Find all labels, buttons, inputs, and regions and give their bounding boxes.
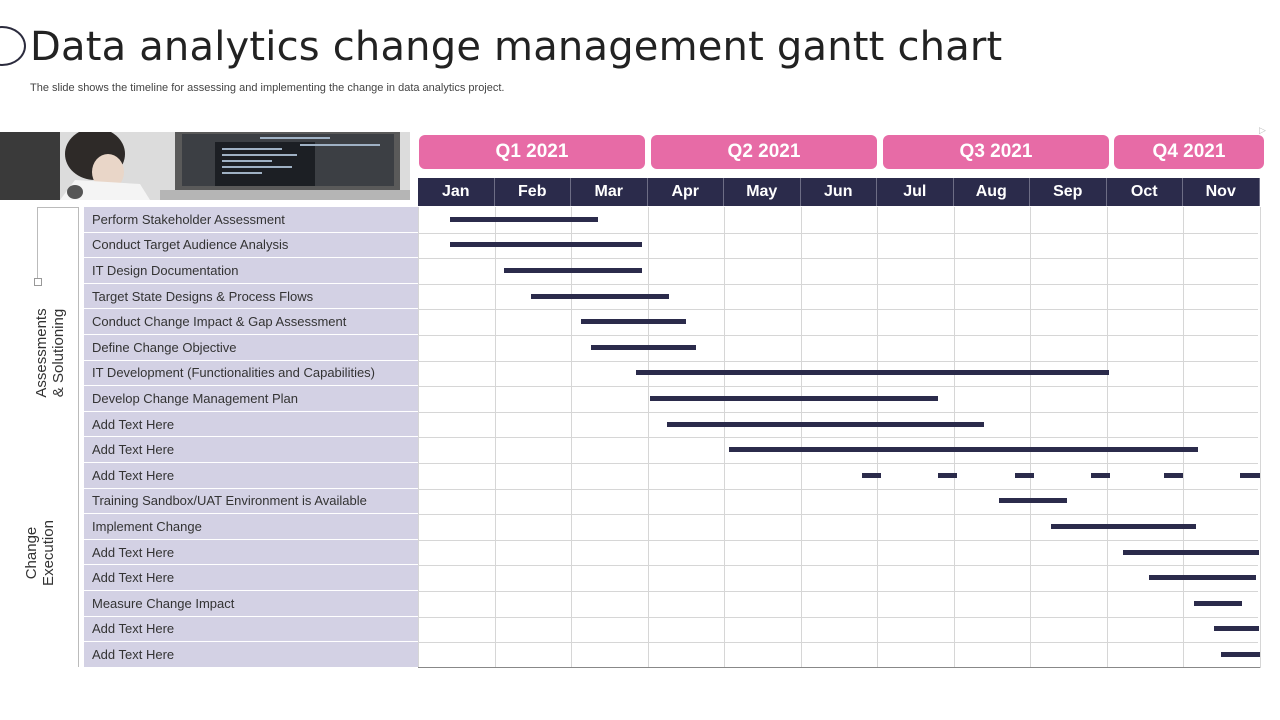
- section-label-line: Execution: [40, 520, 57, 586]
- month-label: Jan: [418, 178, 495, 206]
- task-label: Add Text Here: [84, 539, 418, 566]
- month-label: Nov: [1183, 178, 1260, 206]
- task-label: Add Text Here: [84, 616, 418, 643]
- grid-line: [418, 642, 1258, 644]
- chart-bottom-line: [418, 667, 1260, 668]
- gantt-bar: [450, 216, 598, 222]
- grid-line: [418, 463, 1258, 464]
- grid-line: [418, 258, 1258, 260]
- grid-line: [418, 360, 1258, 362]
- month-label: Apr: [647, 178, 724, 206]
- section-label-line: Change: [23, 526, 40, 580]
- gantt-bar: [580, 319, 686, 325]
- quarter-label: Q1 2021: [419, 135, 645, 169]
- task-label: Add Text Here: [84, 411, 418, 438]
- gantt-bar: [531, 293, 669, 299]
- gantt-bar: [649, 396, 939, 401]
- month-label: Mar: [571, 178, 648, 206]
- gantt-bar: [999, 498, 1067, 504]
- grid-line: [418, 283, 1258, 285]
- quarter-label: Q4 2021: [1114, 135, 1264, 169]
- task-label: Develop Change Management Plan: [84, 386, 418, 412]
- grid-line: [418, 437, 1258, 439]
- gantt-bar: [861, 472, 881, 478]
- gantt-bar: [666, 421, 985, 427]
- section-label-line: Assessments: [33, 308, 50, 398]
- task-label: Conduct Target Audience Analysis: [84, 232, 418, 259]
- section-bracket-line: [37, 207, 38, 280]
- quarter-label: Q2 2021: [651, 135, 877, 169]
- month-label: Feb: [494, 178, 571, 206]
- section-label-assessments: Assessments & Solutioning: [33, 293, 67, 413]
- grid-line: [418, 514, 1258, 516]
- grid-line: [418, 411, 1258, 413]
- gantt-bar: [1148, 575, 1256, 581]
- gantt-bar: [1123, 549, 1260, 555]
- gantt-bar: [450, 242, 643, 248]
- grid-line: [418, 591, 1258, 592]
- task-label: Add Text Here: [84, 463, 418, 489]
- section-bracket-line: [37, 207, 79, 208]
- grid-line: [418, 488, 1258, 490]
- month-label: Oct: [1106, 178, 1183, 206]
- grid-line: [418, 616, 1258, 618]
- grid-line: [1259, 207, 1261, 668]
- gantt-bar: [1091, 472, 1111, 478]
- section-label-change-execution: Change Execution: [23, 503, 57, 603]
- gantt-bar: [1163, 472, 1183, 478]
- gantt-bar: [1051, 524, 1196, 529]
- page-subtitle: The slide shows the timeline for assessi…: [30, 82, 505, 94]
- task-label: Add Text Here: [84, 642, 418, 668]
- gantt-bar: [1014, 472, 1034, 478]
- gantt-bar: [504, 268, 643, 273]
- grid-line: [418, 565, 1258, 567]
- task-label: Measure Change Impact: [84, 591, 418, 617]
- month-label: Sep: [1030, 178, 1107, 206]
- grid-line: [418, 335, 1258, 336]
- month-label: Jul: [877, 178, 954, 206]
- page-title: Data analytics change management gantt c…: [30, 24, 1003, 70]
- person-at-computer-image: [0, 132, 410, 200]
- corner-marker-icon: ▷: [1259, 125, 1266, 135]
- gantt-bar: [1194, 600, 1242, 606]
- task-label: Training Sandbox/UAT Environment is Avai…: [84, 488, 418, 515]
- task-label: IT Design Documentation: [84, 258, 418, 284]
- task-label: IT Development (Functionalities and Capa…: [84, 360, 418, 387]
- gantt-bar: [590, 344, 696, 350]
- month-label: Jun: [800, 178, 877, 206]
- gantt-bar: [1221, 652, 1260, 657]
- gantt-bar: [636, 370, 1109, 376]
- grid-line: [418, 309, 1258, 311]
- task-label: Add Text Here: [84, 565, 418, 591]
- grid-line: [418, 386, 1258, 388]
- task-label: Implement Change: [84, 514, 418, 540]
- month-label: May: [724, 178, 801, 206]
- gantt-bar: [938, 472, 958, 478]
- task-label: Target State Designs & Process Flows: [84, 283, 418, 310]
- quarter-label: Q3 2021: [883, 135, 1109, 169]
- header-photo: [0, 132, 410, 200]
- section-label-line: & Solutioning: [50, 308, 67, 398]
- task-label: Conduct Change Impact & Gap Assessment: [84, 309, 418, 335]
- task-label: Perform Stakeholder Assessment: [84, 207, 418, 233]
- task-label: Define Change Objective: [84, 335, 418, 361]
- grid-line: [418, 232, 1258, 234]
- month-label: Aug: [953, 178, 1030, 206]
- section-bracket-line: [78, 207, 79, 667]
- grid-line: [418, 539, 1258, 541]
- task-label: Add Text Here: [84, 437, 418, 463]
- decorative-circle: [0, 26, 26, 66]
- gantt-bar: [1240, 472, 1260, 478]
- gantt-bar: [1213, 626, 1260, 632]
- section-bracket-dot: [34, 278, 42, 286]
- gantt-bar: [729, 447, 1199, 453]
